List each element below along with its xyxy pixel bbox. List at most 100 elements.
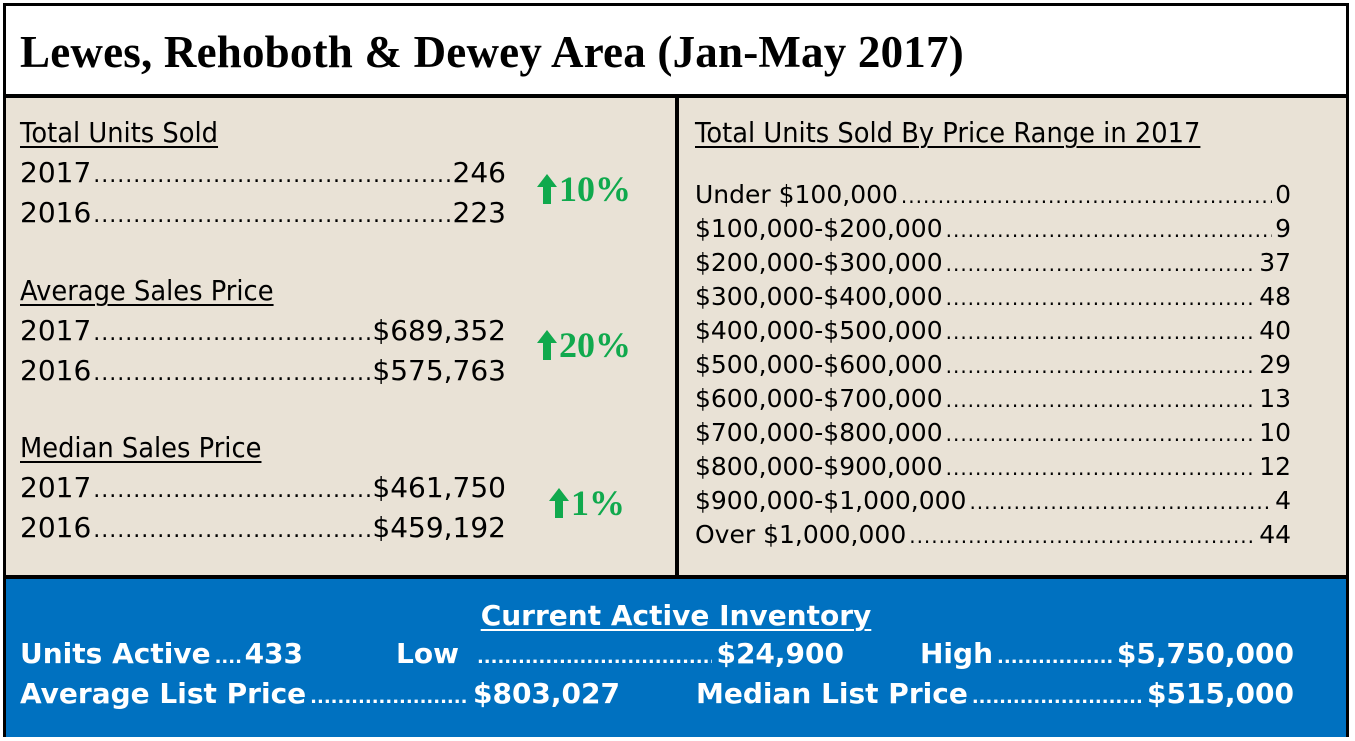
range-label: $400,000-$500,000 — [695, 316, 943, 345]
median-price-2017-row: 2017 $461,750 — [20, 471, 506, 504]
range-count: 0 — [1275, 180, 1291, 209]
leader-dots — [969, 490, 1272, 514]
range-count: 9 — [1275, 214, 1291, 243]
leader-dots — [93, 518, 370, 543]
range-count: 48 — [1259, 282, 1291, 311]
leader-dots — [946, 388, 1257, 412]
active-inventory-panel: Current Active Inventory Units Active 43… — [6, 575, 1346, 737]
year-label: 2017 — [20, 156, 92, 189]
avg-price-2017-row: 2017 $689,352 — [20, 314, 506, 347]
range-label: $200,000-$300,000 — [695, 248, 943, 277]
price-range-row: $200,000-$300,000 37 — [695, 248, 1291, 277]
price-range-panel: Total Units Sold By Price Range in 2017 … — [679, 98, 1346, 575]
price-range-row: $600,000-$700,000 13 — [695, 384, 1291, 413]
range-label: Over $1,000,000 — [695, 520, 907, 549]
average-sales-price-heading: Average Sales Price — [20, 274, 274, 307]
arrow-up-icon — [549, 488, 569, 518]
change-percent: 1% — [571, 483, 625, 523]
value: $575,763 — [372, 354, 506, 387]
range-label: $900,000-$1,000,000 — [695, 486, 967, 515]
leader-dots — [93, 163, 450, 188]
leader-dots — [93, 321, 370, 346]
change-percent: 20% — [559, 325, 631, 365]
units-change-badge: 10% — [537, 168, 631, 210]
value: 223 — [452, 196, 506, 229]
price-range-heading: Total Units Sold By Price Range in 2017 — [695, 116, 1201, 149]
low-value: $24,900 — [716, 637, 844, 670]
leader-dots — [310, 687, 469, 708]
price-range-row: $500,000-$600,000 29 — [695, 350, 1291, 379]
leader-dots — [946, 320, 1257, 344]
leader-dots — [93, 478, 370, 503]
leader-dots — [946, 422, 1257, 446]
leader-dots — [215, 647, 241, 668]
median-list-price-value: $515,000 — [1146, 677, 1294, 710]
units-active-value: 433 — [244, 637, 304, 670]
high-value: $5,750,000 — [1116, 637, 1294, 670]
price-range-row: $100,000-$200,000 9 — [695, 214, 1291, 243]
range-label: $800,000-$900,000 — [695, 452, 943, 481]
value: 246 — [452, 156, 506, 189]
price-range-row: $900,000-$1,000,000 4 — [695, 486, 1291, 515]
range-count: 44 — [1259, 520, 1291, 549]
units-active-row: Units Active 433 — [20, 637, 318, 670]
range-label: $500,000-$600,000 — [695, 350, 943, 379]
leader-dots — [972, 687, 1143, 708]
range-count: 37 — [1259, 248, 1291, 277]
range-count: 12 — [1259, 452, 1291, 481]
range-label: $100,000-$200,000 — [695, 214, 943, 243]
title-bar: Lewes, Rehoboth & Dewey Area (Jan-May 20… — [6, 6, 1346, 98]
range-count: 4 — [1275, 486, 1291, 515]
average-list-price-label: Average List Price — [20, 677, 307, 710]
value: $459,192 — [372, 511, 506, 544]
year-label: 2016 — [20, 354, 92, 387]
leader-dots — [946, 456, 1257, 480]
avg-price-2016-row: 2016 $575,763 — [20, 354, 506, 387]
inventory-heading-text: Current Active Inventory — [480, 599, 872, 632]
average-list-price-row: Average List Price $803,027 — [20, 677, 620, 710]
low-label: Low — [396, 637, 459, 670]
price-range-row: $700,000-$800,000 10 — [695, 418, 1291, 447]
average-list-price-value: $803,027 — [472, 677, 620, 710]
high-label: High — [920, 637, 994, 670]
report-card: Lewes, Rehoboth & Dewey Area (Jan-May 20… — [3, 3, 1349, 737]
total-units-2016-row: 2016 223 — [20, 196, 506, 229]
page-title: Lewes, Rehoboth & Dewey Area (Jan-May 20… — [20, 27, 964, 77]
price-range-row: $400,000-$500,000 40 — [695, 316, 1291, 345]
range-label: $300,000-$400,000 — [695, 282, 943, 311]
leader-dots — [946, 354, 1257, 378]
avg-price-change-badge: 20% — [537, 324, 631, 366]
median-list-price-label: Median List Price — [696, 677, 968, 710]
value: $461,750 — [372, 471, 506, 504]
range-label: $600,000-$700,000 — [695, 384, 943, 413]
leader-dots — [946, 286, 1257, 310]
low-price-row: Low $24,900 — [396, 637, 844, 670]
median-price-2016-row: 2016 $459,192 — [20, 511, 506, 544]
sales-summary-panel: Total Units Sold 2017 246 2016 223 10% A… — [6, 98, 679, 575]
arrow-up-icon — [537, 330, 557, 360]
year-label: 2017 — [20, 314, 92, 347]
price-range-row: $800,000-$900,000 12 — [695, 452, 1291, 481]
year-label: 2017 — [20, 471, 92, 504]
total-units-sold-heading: Total Units Sold — [20, 116, 219, 149]
high-price-row: High $5,750,000 — [920, 637, 1294, 670]
price-range-row: $300,000-$400,000 48 — [695, 282, 1291, 311]
range-count: 40 — [1259, 316, 1291, 345]
median-sales-price-heading: Median Sales Price — [20, 431, 262, 464]
leader-dots — [901, 184, 1272, 208]
leader-dots — [997, 647, 1113, 668]
total-units-2017-row: 2017 246 — [20, 156, 506, 189]
leader-dots — [909, 524, 1256, 548]
leader-dots — [93, 203, 450, 228]
value: $689,352 — [372, 314, 506, 347]
leader-dots — [93, 361, 370, 386]
units-active-label: Units Active — [20, 637, 211, 670]
leader-dots — [477, 647, 713, 668]
range-count: 10 — [1259, 418, 1291, 447]
price-range-row: Under $100,000 0 — [695, 180, 1291, 209]
leader-dots — [946, 252, 1257, 276]
range-label: Under $100,000 — [695, 180, 898, 209]
range-count: 13 — [1259, 384, 1291, 413]
arrow-up-icon — [537, 174, 557, 204]
year-label: 2016 — [20, 511, 92, 544]
